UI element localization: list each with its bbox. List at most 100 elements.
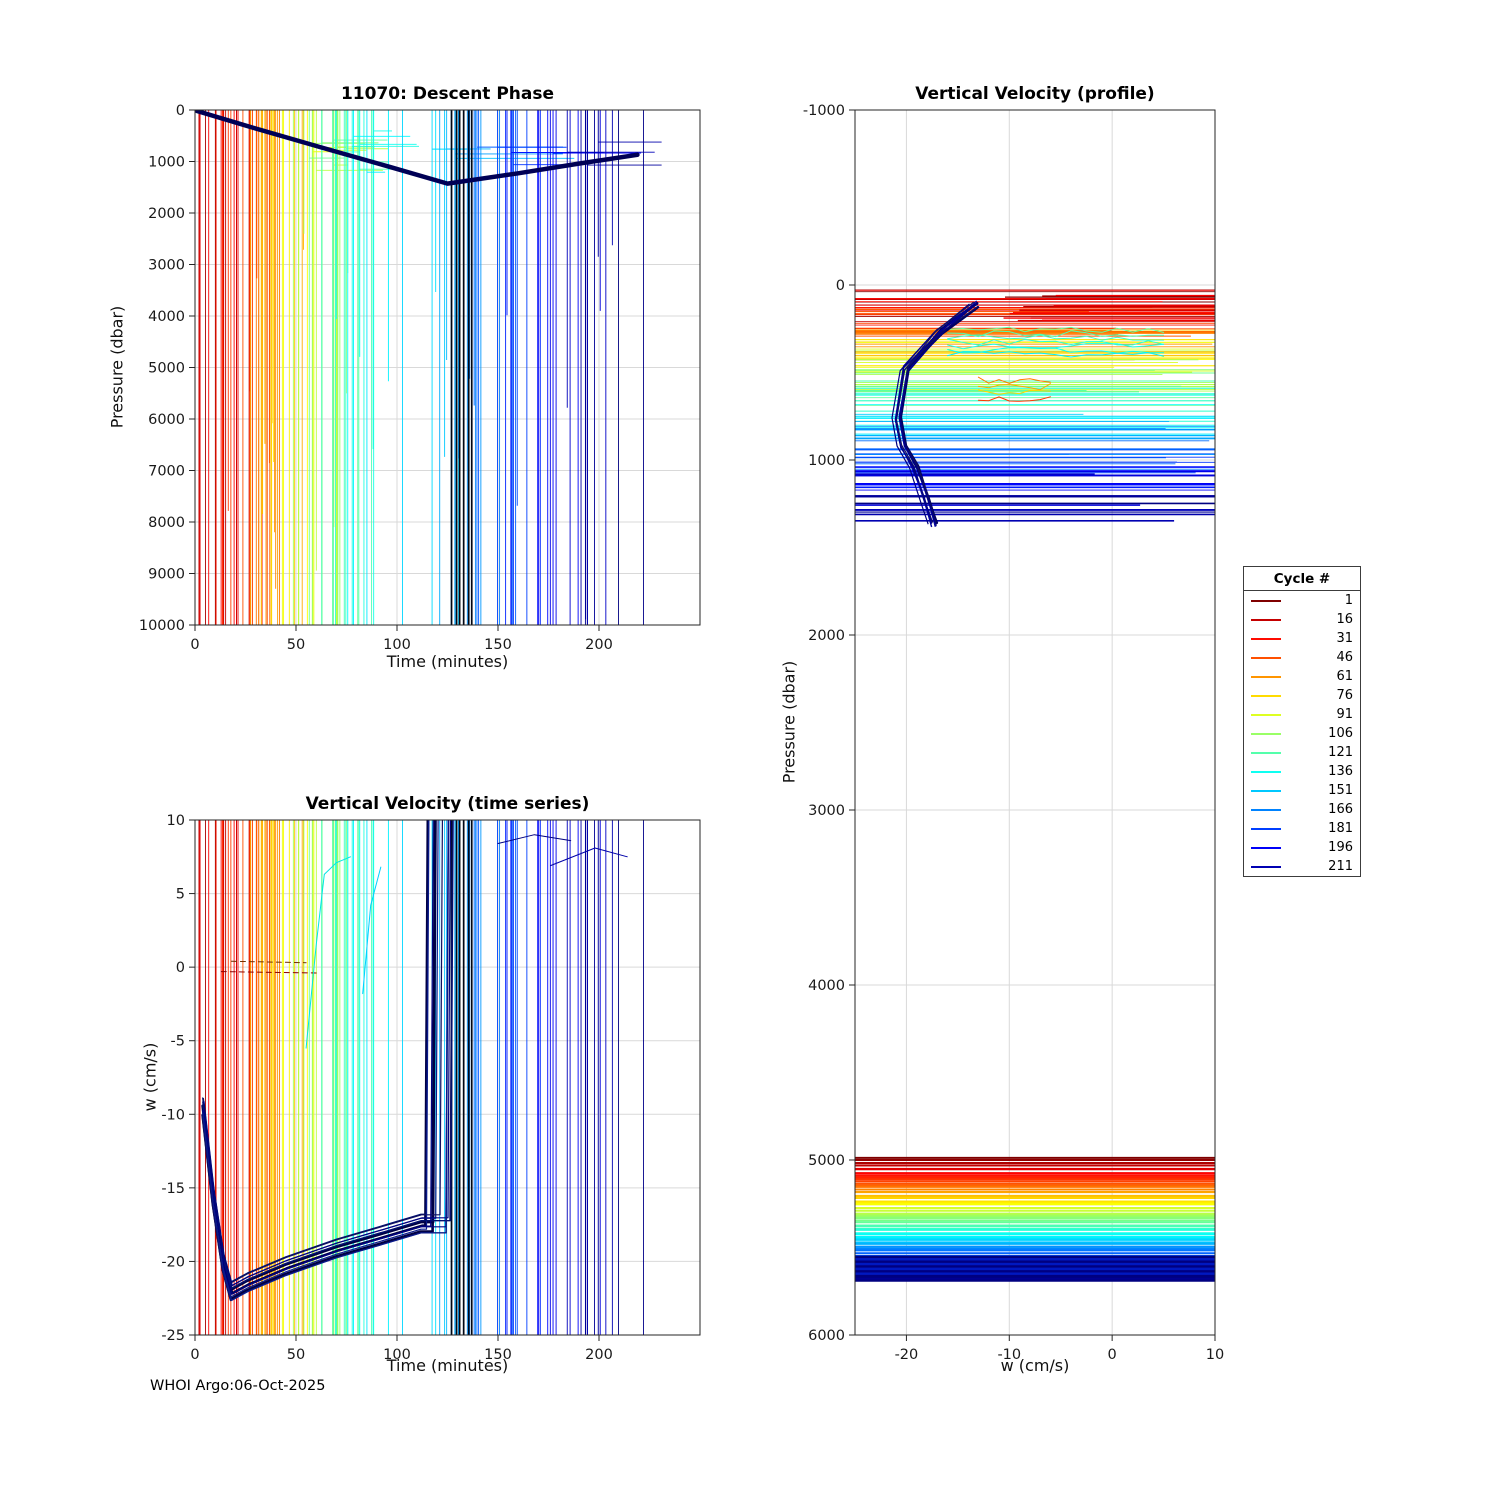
teal-wavy-line: [947, 351, 1165, 358]
velocity-bundle-line: [202, 820, 449, 1302]
legend-entry-label: 91: [1336, 707, 1353, 722]
x-tick-label: -10: [997, 1347, 1021, 1363]
profile-bundle-line: [899, 302, 978, 527]
legend-entry-label: 106: [1328, 726, 1353, 741]
plot3-ylabel: Pressure (dbar): [779, 660, 799, 784]
profile-bundle-line: [894, 304, 974, 524]
velocity-bundle-line: [203, 820, 451, 1287]
legend-swatch: [1251, 808, 1281, 811]
x-tick-label: 200: [585, 637, 613, 653]
y-tick-label: -10: [161, 1107, 185, 1123]
x-tick-label: 0: [1108, 1347, 1117, 1363]
legend-entry: 1: [1244, 591, 1360, 610]
legend-entry: 31: [1244, 629, 1360, 648]
teal-wavy-line: [947, 326, 1165, 333]
legend-entry: 121: [1244, 743, 1360, 762]
plot1-xlabel: Time (minutes): [386, 652, 509, 671]
teal-wavy-line: [947, 330, 1165, 338]
velocity-bundle-line: [202, 820, 453, 1289]
legend-entry: 16: [1244, 610, 1360, 629]
legend-entry-label: 61: [1336, 669, 1353, 684]
y-tick-label: -15: [161, 1181, 185, 1197]
axes-frame: [854, 109, 1216, 1336]
legend-swatch: [1251, 675, 1281, 678]
plot3-xlabel: w (cm/s): [1000, 1356, 1070, 1375]
legend-entry: 181: [1244, 819, 1360, 838]
x-tick-label: 50: [287, 637, 305, 653]
y-tick-label: 0: [176, 103, 185, 119]
legend-entry: 91: [1244, 705, 1360, 724]
orange-squiggle-line: [977, 396, 1051, 402]
velocity-bundle-line: [203, 820, 434, 1295]
extra-velocity-line: [305, 856, 351, 1049]
y-tick-label: 0: [836, 278, 845, 294]
legend-swatch: [1251, 694, 1281, 697]
axes-frame: [194, 819, 701, 1336]
y-tick-label: 10: [167, 813, 185, 829]
legend-entries: 1 16 31 46 61 76 91 106 121 136 151 166 181 196 211: [1244, 591, 1360, 876]
legend-entry-label: 31: [1336, 631, 1353, 646]
legend-entry-label: 76: [1336, 688, 1353, 703]
series-group: [198, 820, 644, 1335]
extra-velocity-line: [220, 971, 317, 974]
legend-swatch: [1251, 713, 1281, 716]
legend-swatch: [1251, 865, 1281, 868]
y-tick-label: 4000: [148, 309, 185, 325]
y-tick-label: 5000: [808, 1153, 845, 1169]
legend-entry-label: 181: [1328, 821, 1353, 836]
teal-wavy-line: [947, 347, 1165, 354]
legend-swatch: [1251, 846, 1281, 849]
x-tick-label: 150: [484, 637, 512, 653]
y-tick-label: 0: [176, 960, 185, 976]
y-tick-label: 7000: [148, 464, 185, 480]
legend: Cycle # 1 16 31 46 61 76 91 106 121 136 151 166 181 1…: [1243, 566, 1361, 877]
y-tick-label: 2000: [148, 206, 185, 222]
legend-swatch: [1251, 599, 1281, 602]
legend-entry-label: 211: [1328, 859, 1353, 874]
legend-swatch: [1251, 827, 1281, 830]
legend-entry-label: 151: [1328, 783, 1353, 798]
legend-entry: 166: [1244, 800, 1360, 819]
x-tick-label: 150: [484, 1347, 512, 1363]
extra-velocity-line: [230, 960, 307, 964]
plot2-title: Vertical Velocity (time series): [305, 794, 590, 814]
x-tick-label: 100: [383, 637, 411, 653]
extra-velocity-line: [550, 847, 628, 867]
legend-entry: 61: [1244, 667, 1360, 686]
y-tick-label: 2000: [808, 628, 845, 644]
plot2-xlabel: Time (minutes): [386, 1356, 509, 1375]
y-tick-label: 1000: [808, 453, 845, 469]
legend-entry-label: 1: [1344, 593, 1353, 608]
plot1-title: 11070: Descent Phase: [340, 84, 555, 104]
legend-swatch: [1251, 789, 1281, 792]
legend-entry: 196: [1244, 838, 1360, 857]
plot1-ylabel: Pressure (dbar): [107, 305, 127, 429]
extra-velocity-line: [362, 866, 382, 995]
legend-title: Cycle #: [1244, 567, 1360, 591]
legend-entry: 151: [1244, 781, 1360, 800]
legend-swatch: [1251, 637, 1281, 640]
legend-entry: 136: [1244, 762, 1360, 781]
legend-entry-label: 136: [1328, 764, 1353, 779]
x-tick-label: 10: [1206, 1347, 1224, 1363]
legend-swatch: [1251, 770, 1281, 773]
legend-entry: 106: [1244, 724, 1360, 743]
orange-squiggle-line: [977, 383, 1051, 391]
legend-swatch: [1251, 618, 1281, 621]
y-tick-label: 5000: [148, 361, 185, 377]
legend-entry-label: 16: [1336, 612, 1353, 627]
y-tick-label: -25: [161, 1328, 185, 1344]
plot3-title: Vertical Velocity (profile): [915, 84, 1155, 104]
grid-group: [855, 109, 1216, 1336]
legend-entry-label: 46: [1336, 650, 1353, 665]
y-tick-label: 1000: [148, 155, 185, 171]
footer-text: WHOI Argo:06-Oct-2025: [150, 1378, 326, 1394]
legend-entry-label: 121: [1328, 745, 1353, 760]
legend-entry: 211: [1244, 857, 1360, 876]
legend-entry: 46: [1244, 648, 1360, 667]
x-tick-label: 100: [383, 1347, 411, 1363]
y-tick-label: 3000: [148, 258, 185, 274]
legend-entry-label: 196: [1328, 840, 1353, 855]
